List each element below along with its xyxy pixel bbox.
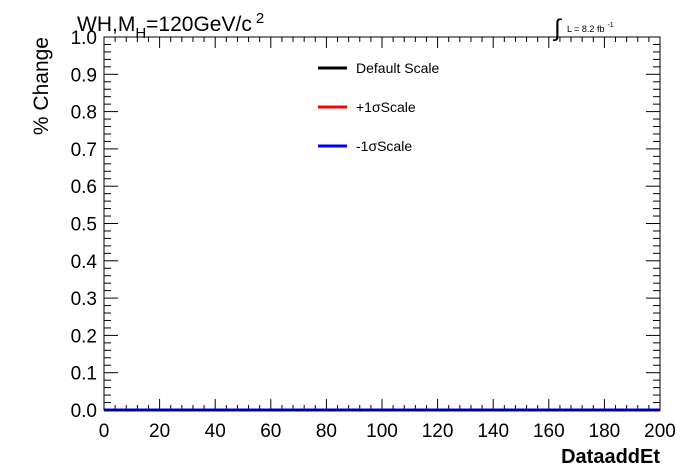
y-tick-label: 0.3 — [71, 289, 97, 310]
lumi-integral-symbol: ∫ — [552, 15, 562, 42]
x-tick-label: 40 — [205, 421, 226, 442]
y-tick-label: 0.1 — [71, 364, 97, 385]
y-tick-label: 0.0 — [71, 401, 97, 422]
x-tick-label: 120 — [422, 421, 454, 442]
y-tick-label: 0.7 — [71, 140, 97, 161]
legend-label-1: +1σScale — [356, 99, 416, 115]
x-tick-label: 140 — [477, 421, 509, 442]
y-tick-label: 0.6 — [71, 177, 97, 198]
x-tick-label: 200 — [644, 421, 676, 442]
x-tick-label: 20 — [149, 421, 170, 442]
title-superscript: 2 — [256, 10, 264, 27]
title-base: WH,M — [77, 13, 135, 36]
legend: Default Scale +1σScale -1σScale — [318, 60, 439, 154]
lumi-text: L = 8.2 fb — [567, 24, 604, 34]
x-tick-label: 100 — [366, 421, 398, 442]
title-subscript: H — [135, 25, 146, 42]
plot-frame — [103, 36, 661, 411]
x-tick-label: 180 — [589, 421, 621, 442]
title-rest: =120GeV/c — [146, 13, 252, 36]
x-tick-label: 60 — [260, 421, 281, 442]
x-tick-label: 160 — [533, 421, 565, 442]
y-tick-label: 0.8 — [71, 103, 97, 124]
y-tick-label: 1.0 — [71, 28, 97, 49]
legend-label-2: -1σScale — [356, 138, 412, 154]
y-tick-label: 0.2 — [71, 326, 97, 347]
chart-title: WH,MH=120GeV/c 2 — [77, 10, 264, 42]
y-tick-label: 0.5 — [71, 215, 97, 236]
y-tick-label: 0.4 — [71, 252, 98, 273]
lumi-superscript: -1 — [607, 22, 613, 29]
y-axis-label: % Change — [30, 37, 53, 135]
x-axis-label: DataaddEt — [561, 446, 660, 468]
x-tick-label: 80 — [316, 421, 337, 442]
ticks: 0 20 40 60 80 100 120 140 160 180 200 0.0 0.1 0.2 0.3 0… — [71, 28, 676, 442]
x-tick-label: 0 — [99, 421, 110, 442]
legend-label-0: Default Scale — [356, 60, 439, 76]
lumi-label: L = 8.2 fb -1 — [567, 22, 614, 34]
y-tick-label: 0.9 — [71, 65, 97, 86]
